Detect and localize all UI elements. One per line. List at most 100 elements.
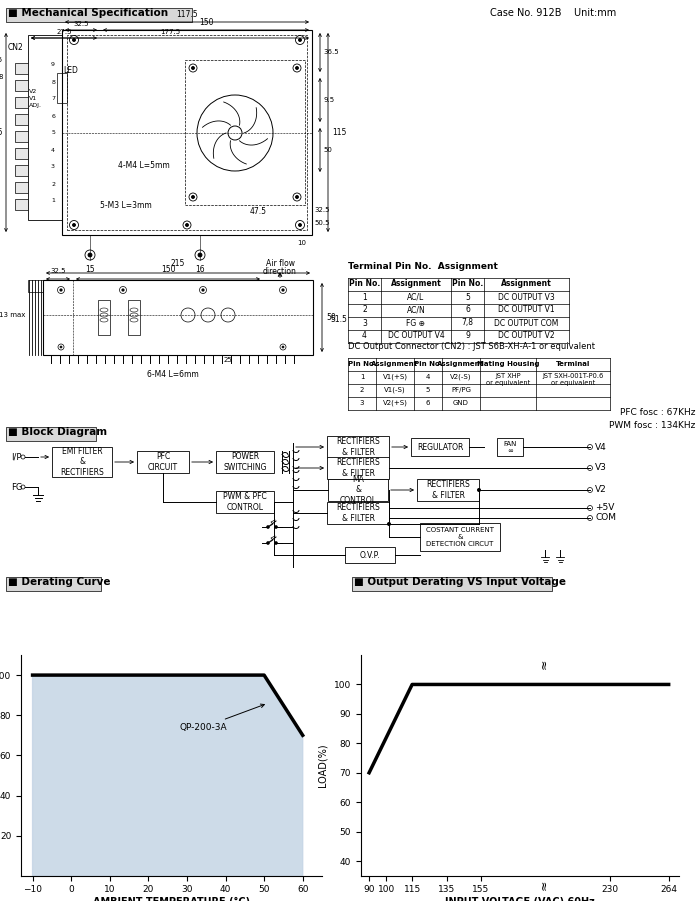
Text: 1: 1 [51,198,55,204]
Text: 9: 9 [51,62,55,68]
Text: 50: 50 [323,147,332,153]
Text: FG: FG [10,483,22,492]
Text: 135: 135 [0,128,3,137]
Text: 3: 3 [362,318,367,327]
Text: FG ⊕: FG ⊕ [407,318,426,327]
Text: PFC
CIRCUIT: PFC CIRCUIT [148,452,178,472]
Text: REGULATOR: REGULATOR [416,442,463,451]
Text: 51.5: 51.5 [330,315,347,324]
Text: RECTIFIERS
& FILTER: RECTIFIERS & FILTER [336,437,380,457]
Bar [15,97,28,108]
Circle shape [21,455,25,459]
Text: RECTIFIERS
& FILTER: RECTIFIERS & FILTER [336,504,380,523]
Text: LED: LED [63,66,78,75]
Text: 32.5: 32.5 [50,268,66,274]
Text: PWM & PFC
CONTROL: PWM & PFC CONTROL [223,492,267,512]
Bar [15,148,28,159]
Text: 13 max: 13 max [0,312,25,318]
Text: CN2: CN2 [8,43,24,52]
Text: 7,8: 7,8 [461,318,473,327]
Text: Assignment: Assignment [438,361,484,367]
Text: 5: 5 [426,387,430,393]
Bar [98,300,110,335]
Circle shape [274,542,277,544]
Bar [327,457,389,479]
Bar [57,73,67,103]
Text: DC Output Connector (CN2) : JST S6B-XH-A-1 or equivalent: DC Output Connector (CN2) : JST S6B-XH-A… [348,342,595,351]
Text: O.V.P.: O.V.P. [360,551,380,560]
Text: Case No. 912B    Unit:mm: Case No. 912B Unit:mm [490,8,616,18]
Text: 47.5: 47.5 [249,207,267,216]
Y-axis label: LOAD(%): LOAD(%) [318,743,328,787]
Bar [28,35,62,220]
Bar [67,35,307,230]
Bar [6,577,101,591]
Text: V1(-S): V1(-S) [384,387,406,393]
Text: 2: 2 [360,387,364,393]
Circle shape [122,289,124,291]
Text: ■ Output Derating VS Input Voltage: ■ Output Derating VS Input Voltage [354,577,566,587]
Text: 9.5: 9.5 [0,57,3,63]
Text: Assignment: Assignment [501,279,552,288]
Text: 3: 3 [360,400,364,406]
Circle shape [387,522,391,526]
Text: Terminal Pin No.  Assignment: Terminal Pin No. Assignment [348,262,498,271]
Bar [420,523,500,551]
Bar [497,438,523,456]
Text: $\approx$: $\approx$ [538,660,551,673]
Text: Air flow: Air flow [265,259,295,268]
Bar [417,479,479,501]
Circle shape [295,196,298,198]
Bar [52,447,112,477]
Bar [15,114,28,125]
Text: 32.5: 32.5 [314,207,330,213]
Text: COSTANT CURRENT
&
DETECTION CIRCUT: COSTANT CURRENT & DETECTION CIRCUT [426,527,494,547]
Text: PF/PG: PF/PG [451,387,471,393]
Circle shape [60,289,62,291]
Bar [327,436,389,458]
Text: 1: 1 [362,293,367,302]
Text: 6: 6 [51,114,55,119]
Text: Assignment: Assignment [391,279,442,288]
Text: FAN
∞: FAN ∞ [503,441,517,453]
Text: DC OUTPUT COM: DC OUTPUT COM [494,318,559,327]
Text: 215: 215 [171,259,186,268]
Text: V1: V1 [29,96,37,101]
Text: 8: 8 [51,79,55,85]
Circle shape [274,525,277,529]
Bar [15,182,28,193]
Text: DC OUTPUT V3: DC OUTPUT V3 [498,293,555,302]
Bar [6,427,96,441]
Text: PFC fosc : 67KHz
PWM fosc : 134KHz: PFC fosc : 67KHz PWM fosc : 134KHz [608,408,695,430]
Bar [328,479,388,501]
Text: 4: 4 [426,374,430,380]
Circle shape [21,485,25,489]
Text: RECTIFIERS
& FILTER: RECTIFIERS & FILTER [336,459,380,478]
Text: I/P: I/P [11,452,22,461]
Circle shape [587,444,592,450]
Circle shape [192,196,195,198]
Bar [345,547,395,563]
Circle shape [192,67,195,69]
Circle shape [587,505,592,511]
Text: 115: 115 [332,128,346,137]
Text: Mating Housing: Mating Housing [477,361,539,367]
Text: 1: 1 [360,374,364,380]
Circle shape [587,487,592,493]
Text: 4: 4 [362,332,367,341]
Text: 177.5: 177.5 [160,29,180,35]
Text: ■ Derating Curve: ■ Derating Curve [8,577,111,587]
Text: DC OUTPUT V1: DC OUTPUT V1 [498,305,555,314]
Circle shape [298,39,302,41]
Text: JST XHP
or equivalent: JST XHP or equivalent [486,373,530,386]
Bar [185,60,305,205]
Text: AC/N: AC/N [407,305,426,314]
Text: 6-M4 L=6mm: 6-M4 L=6mm [147,370,199,379]
Text: V2(-S): V2(-S) [450,374,472,380]
Text: Pin No.: Pin No. [348,361,377,367]
Text: 3: 3 [51,165,55,169]
Text: Pin No.: Pin No. [349,279,380,288]
Circle shape [202,289,204,291]
Bar [43,280,313,355]
Text: 2: 2 [362,305,367,314]
